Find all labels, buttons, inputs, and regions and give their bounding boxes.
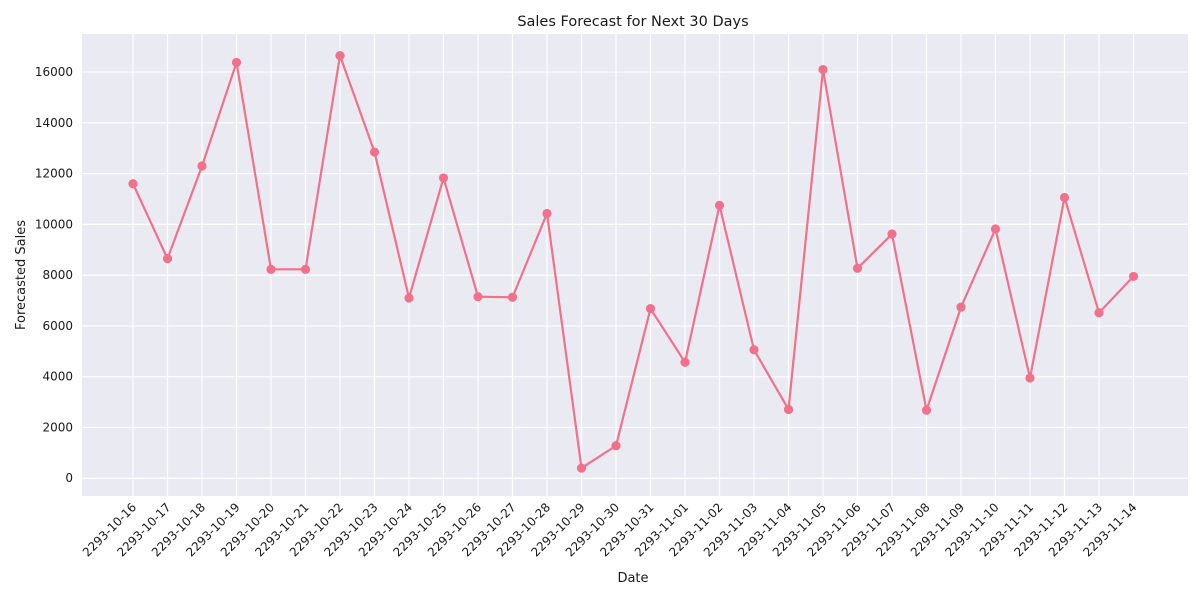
series-sales <box>128 50 1139 473</box>
data-point <box>438 173 449 183</box>
data-point <box>162 254 173 264</box>
data-point <box>369 147 380 157</box>
y-tick-label: 6000 <box>42 319 73 333</box>
y-tick-label: 14000 <box>35 116 73 130</box>
data-point <box>714 200 725 210</box>
y-tick-label: 16000 <box>35 65 73 79</box>
data-point <box>1025 373 1035 383</box>
data-point <box>197 161 207 171</box>
data-point <box>335 50 345 61</box>
y-tick-label: 12000 <box>35 167 73 181</box>
data-point <box>128 179 138 189</box>
data-point <box>404 293 414 303</box>
data-point <box>990 224 1001 234</box>
y-axis-label: Forecasted Sales <box>14 220 29 330</box>
plot-area <box>82 34 1188 496</box>
y-tick-label: 0 <box>65 471 73 485</box>
data-point <box>749 345 759 355</box>
data-point <box>473 292 483 302</box>
data-point <box>783 404 794 415</box>
x-axis-label: Date <box>617 571 648 586</box>
data-point <box>1128 271 1139 282</box>
y-tick-labels: 0 2000 4000 6000 8000 10000 12000 14000 16000 <box>35 65 73 485</box>
data-point <box>300 264 311 274</box>
data-point <box>921 405 932 415</box>
x-tick-labels: 2293-10-162293-10-172293-10-182293-10-19… <box>80 500 1140 559</box>
data-point <box>1059 192 1070 203</box>
data-point <box>852 263 863 273</box>
y-tick-label: 10000 <box>35 217 73 231</box>
data-point <box>680 357 690 367</box>
y-tick-label: 8000 <box>42 268 73 282</box>
data-point <box>542 208 552 219</box>
data-point <box>576 463 587 473</box>
data-point <box>887 229 897 239</box>
y-tick-label: 2000 <box>42 420 73 434</box>
data-point <box>266 264 276 274</box>
data-point <box>611 441 621 451</box>
y-tick-label: 4000 <box>42 370 73 384</box>
data-point <box>956 302 966 312</box>
data-point <box>818 64 828 75</box>
data-point <box>507 292 518 302</box>
series-line <box>132 54 1135 470</box>
data-point <box>231 57 242 68</box>
data-point <box>645 304 656 314</box>
data-point <box>1094 308 1104 318</box>
chart-title: Sales Forecast for Next 30 Days <box>517 14 748 30</box>
